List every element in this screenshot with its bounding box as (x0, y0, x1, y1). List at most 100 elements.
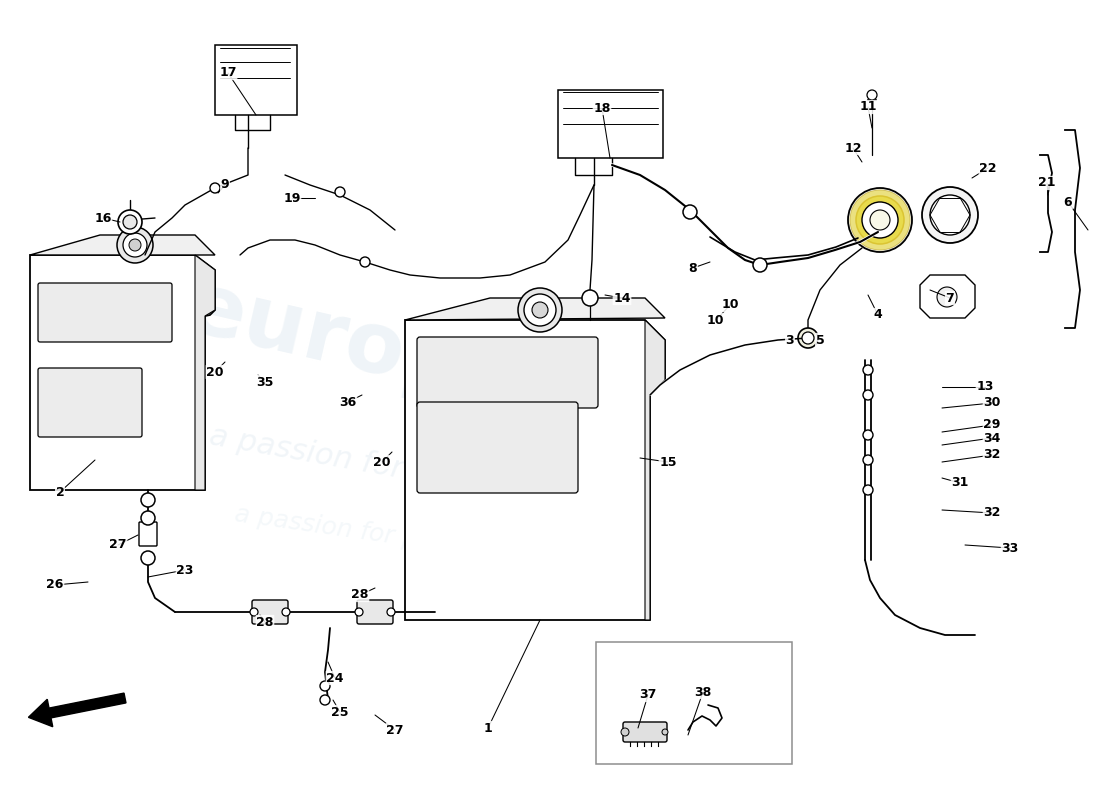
Text: 37: 37 (639, 689, 657, 702)
Text: 25: 25 (331, 706, 349, 718)
Circle shape (320, 681, 330, 691)
Circle shape (387, 608, 395, 616)
Circle shape (870, 210, 890, 230)
Circle shape (336, 187, 345, 197)
Text: 18: 18 (593, 102, 611, 114)
Text: 8: 8 (689, 262, 697, 274)
Circle shape (937, 287, 957, 307)
Text: 7: 7 (946, 291, 955, 305)
Text: 22: 22 (979, 162, 997, 174)
Text: 32: 32 (983, 449, 1001, 462)
Text: 27: 27 (386, 723, 404, 737)
Text: europarts: europarts (178, 266, 661, 454)
Circle shape (864, 485, 873, 495)
FancyBboxPatch shape (252, 600, 288, 624)
Circle shape (141, 511, 155, 525)
Circle shape (123, 233, 147, 257)
Circle shape (867, 90, 877, 100)
Circle shape (320, 695, 330, 705)
Text: 10: 10 (722, 298, 739, 311)
FancyBboxPatch shape (39, 283, 172, 342)
Text: 30: 30 (983, 397, 1001, 410)
Text: 29: 29 (983, 418, 1001, 431)
Text: 35: 35 (256, 375, 274, 389)
Text: 28: 28 (351, 589, 369, 602)
Circle shape (802, 332, 814, 344)
Circle shape (250, 608, 258, 616)
Text: 27: 27 (109, 538, 126, 551)
Text: 36: 36 (340, 395, 356, 409)
Text: 34: 34 (983, 431, 1001, 445)
Polygon shape (405, 298, 666, 320)
Circle shape (123, 215, 138, 229)
FancyBboxPatch shape (558, 90, 663, 158)
Text: 20: 20 (207, 366, 223, 378)
FancyBboxPatch shape (623, 722, 667, 742)
Circle shape (141, 493, 155, 507)
Polygon shape (30, 235, 214, 255)
Polygon shape (920, 275, 975, 318)
Circle shape (141, 551, 155, 565)
Text: 10: 10 (706, 314, 724, 326)
Text: 21: 21 (1038, 177, 1056, 190)
FancyBboxPatch shape (596, 642, 792, 764)
FancyBboxPatch shape (417, 402, 578, 493)
Text: 31: 31 (952, 477, 969, 490)
Circle shape (683, 205, 697, 219)
Text: 32: 32 (983, 506, 1001, 519)
FancyArrow shape (29, 693, 126, 726)
Text: 20: 20 (373, 455, 390, 469)
FancyBboxPatch shape (417, 337, 598, 408)
Text: 13: 13 (977, 381, 993, 394)
Polygon shape (30, 255, 214, 490)
Text: 33: 33 (1001, 542, 1019, 554)
Circle shape (864, 390, 873, 400)
Circle shape (118, 210, 142, 234)
Wedge shape (850, 190, 910, 250)
Circle shape (355, 608, 363, 616)
Polygon shape (645, 320, 665, 620)
Circle shape (210, 183, 220, 193)
Text: 38: 38 (694, 686, 712, 698)
Circle shape (864, 430, 873, 440)
Text: 4: 4 (873, 309, 882, 322)
Circle shape (621, 728, 629, 736)
Circle shape (360, 257, 370, 267)
Text: 28: 28 (256, 615, 274, 629)
Circle shape (930, 195, 970, 235)
Circle shape (582, 290, 598, 306)
Circle shape (754, 258, 767, 272)
Text: 3: 3 (785, 334, 794, 346)
Text: 9: 9 (221, 178, 229, 191)
Circle shape (662, 729, 668, 735)
Circle shape (922, 187, 978, 243)
Circle shape (518, 288, 562, 332)
Text: 15: 15 (659, 455, 676, 469)
Text: 16: 16 (95, 211, 112, 225)
Text: a passion for parts: a passion for parts (233, 502, 468, 558)
FancyBboxPatch shape (39, 368, 142, 437)
Circle shape (117, 227, 153, 263)
Circle shape (848, 188, 912, 252)
Text: 26: 26 (46, 578, 64, 591)
Circle shape (282, 608, 290, 616)
Circle shape (862, 202, 898, 238)
FancyBboxPatch shape (214, 45, 297, 115)
Circle shape (524, 294, 556, 326)
Text: 6: 6 (1064, 195, 1072, 209)
Text: 1: 1 (484, 722, 493, 734)
Text: 24: 24 (327, 671, 343, 685)
Circle shape (532, 302, 548, 318)
Text: a passion for parts: a passion for parts (207, 421, 493, 499)
Text: 19: 19 (284, 191, 300, 205)
Text: 14: 14 (614, 291, 630, 305)
Circle shape (798, 328, 818, 348)
Circle shape (856, 196, 904, 244)
Circle shape (129, 239, 141, 251)
Text: 5: 5 (815, 334, 824, 346)
Text: 12: 12 (845, 142, 861, 154)
Text: 17: 17 (219, 66, 236, 79)
Circle shape (864, 365, 873, 375)
FancyBboxPatch shape (139, 522, 157, 546)
Text: 11: 11 (859, 101, 877, 114)
